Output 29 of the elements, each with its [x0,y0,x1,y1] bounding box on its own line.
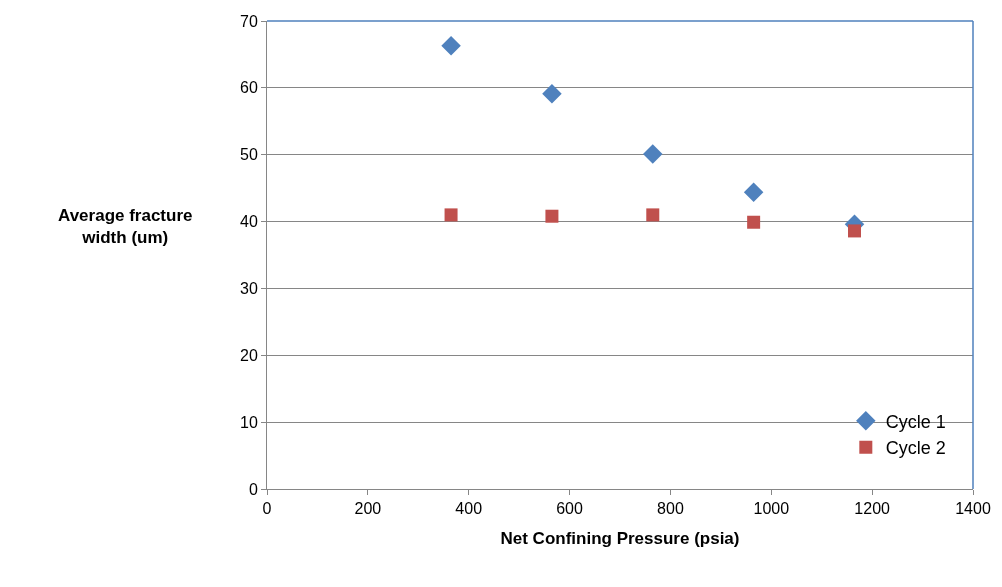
y-tick-label: 10 [240,413,258,431]
point [643,144,663,164]
point [847,224,861,238]
point [545,209,559,223]
y-tick-label: 30 [240,280,258,298]
x-tick-label: 1000 [753,500,790,518]
x-tick-label: 1400 [955,500,991,518]
x-tick-label: 200 [354,500,382,518]
point [743,182,764,202]
y-tick-label: 70 [240,12,258,30]
x-tick-label: 400 [455,500,483,518]
y-tick-label: 50 [240,146,258,164]
point [444,208,458,222]
x-axis-title: Net Confining Pressure (psia) [500,528,740,548]
y-tick-label: 20 [240,346,258,364]
y-tick-label: 60 [240,79,258,97]
y-axis-title: Average fracture width (um) [58,206,193,248]
x-tick-label: 1200 [854,500,891,518]
point [542,84,562,104]
point [441,35,461,56]
point [747,215,761,229]
legend-label: Cycle 1 [885,411,946,432]
x-tick-label: 600 [556,500,584,518]
point [646,208,660,222]
x-tick-label: 800 [657,500,684,518]
legend-label: Cycle 2 [885,438,946,459]
y-tick-label: 40 [240,213,258,231]
y-tick-label: 0 [248,480,258,498]
x-tick-label: 0 [262,500,272,518]
